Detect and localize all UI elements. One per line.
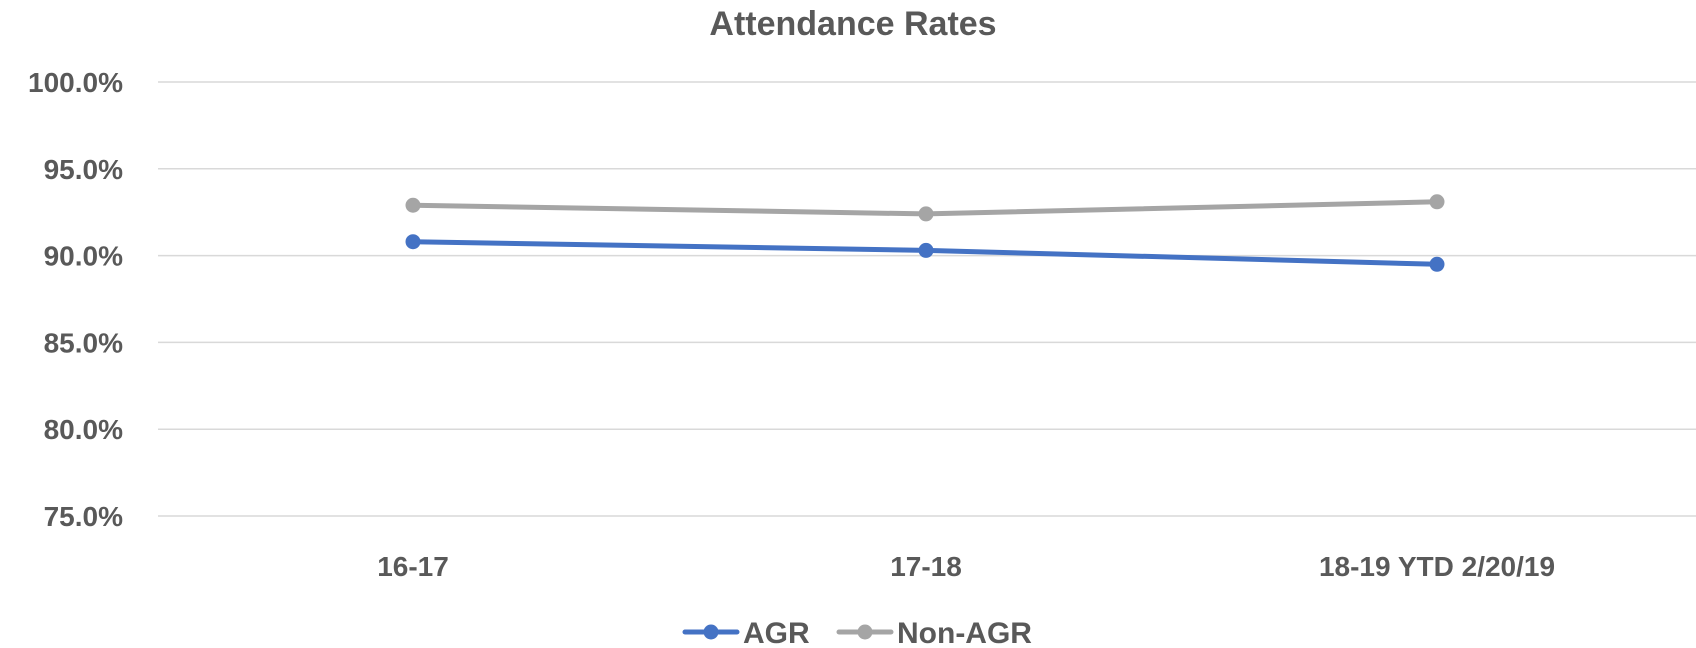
- x-tick-label: 18-19 YTD 2/20/19: [1319, 551, 1555, 582]
- x-tick-label: 17-18: [890, 551, 962, 582]
- data-point-agr: [1429, 256, 1445, 272]
- y-tick-label: 75.0%: [44, 501, 123, 532]
- data-point-non-agr: [1429, 194, 1445, 210]
- gridlines: [158, 81, 1696, 517]
- series-layer: [405, 194, 1445, 272]
- y-tick-label: 100.0%: [28, 67, 123, 98]
- x-axis-ticks: 16-17 17-18 18-19 YTD 2/20/19: [377, 551, 1555, 582]
- legend: AGR Non-AGR: [682, 617, 1032, 648]
- data-point-non-agr: [405, 197, 421, 213]
- y-tick-label: 95.0%: [44, 154, 123, 185]
- data-point-agr: [918, 242, 934, 258]
- y-tick-label: 85.0%: [44, 327, 123, 358]
- legend-label: Non-AGR: [897, 617, 1032, 648]
- chart-title: Attendance Rates: [709, 5, 996, 43]
- y-tick-label: 90.0%: [44, 241, 123, 272]
- data-point-agr: [405, 234, 421, 250]
- y-tick-label: 80.0%: [44, 414, 123, 445]
- data-point-non-agr: [918, 206, 934, 222]
- x-tick-label: 16-17: [377, 551, 449, 582]
- y-axis-ticks: 75.0% 80.0% 85.0% 90.0% 95.0% 100.0%: [28, 67, 123, 532]
- legend-marker-agr: [703, 624, 719, 640]
- legend-marker-non-agr: [857, 624, 873, 640]
- legend-label: AGR: [743, 617, 810, 648]
